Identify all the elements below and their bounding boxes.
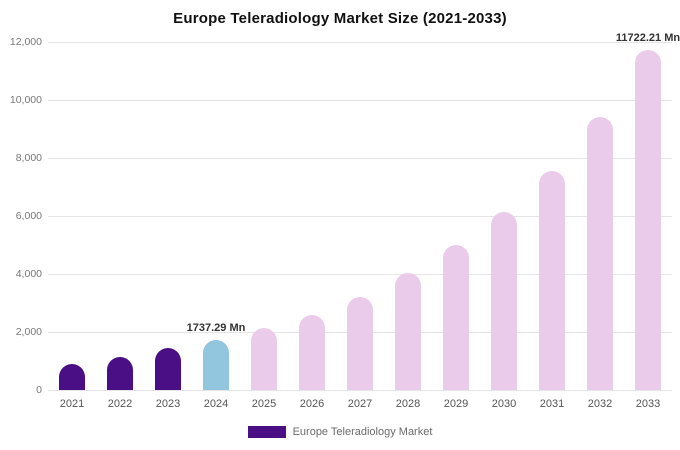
bar-2033	[635, 50, 661, 390]
gridline	[48, 100, 672, 101]
x-axis-label-2025: 2025	[251, 398, 277, 410]
x-axis-label-2026: 2026	[299, 398, 325, 410]
gridline	[48, 158, 672, 159]
x-axis-label-2030: 2030	[491, 398, 517, 410]
x-axis-label-2022: 2022	[107, 398, 133, 410]
gridline	[48, 390, 672, 391]
plot-area: 0 2,000 4,000 6,000 8,000 10,000 12,000 2021 202…	[10, 32, 680, 410]
y-axis-tick-label: 6,000	[15, 210, 42, 222]
bar-2025	[251, 327, 277, 390]
bar-2030	[491, 211, 517, 390]
y-axis-tick-label: 0	[36, 384, 42, 396]
y-axis-tick-label: 2,000	[15, 326, 42, 338]
x-axis-label-2029: 2029	[443, 398, 469, 410]
bar-2024	[203, 339, 229, 390]
legend-swatch	[247, 426, 286, 438]
x-axis-label-2027: 2027	[347, 398, 373, 410]
bar-2026	[299, 314, 325, 390]
gridline	[48, 42, 672, 43]
bar-2022	[107, 356, 133, 390]
legend-label: Europe Teleradiology Market	[292, 426, 433, 438]
x-axis-label-2033: 2033	[635, 398, 661, 410]
legend: Europe Teleradiology Market	[0, 426, 680, 438]
y-axis-tick-label: 12,000	[9, 36, 42, 48]
y-axis-tick-label: 8,000	[15, 152, 42, 164]
y-axis-tick-label: 10,000	[9, 94, 42, 106]
bar-2029	[443, 245, 469, 390]
bar-2032	[587, 117, 613, 390]
gridline	[48, 274, 672, 275]
x-axis-label-2028: 2028	[395, 398, 421, 410]
x-axis-label-2024: 2024	[203, 398, 229, 410]
bar-2023	[155, 347, 181, 390]
bar-2028	[395, 272, 421, 390]
bar-2027	[347, 297, 373, 390]
bar-2031	[539, 171, 565, 390]
x-axis-label-2031: 2031	[539, 398, 565, 410]
x-axis-label-2021: 2021	[59, 398, 85, 410]
y-axis-tick-label: 4,000	[15, 268, 42, 280]
x-axis-label-2023: 2023	[155, 398, 181, 410]
bar-value-label: 1737.29 Mn	[186, 321, 246, 334]
chart-title: Europe Teleradiology Market Size (2021-2…	[173, 10, 507, 27]
gridline	[48, 216, 672, 217]
x-axis-label-2032: 2032	[587, 398, 613, 410]
bar-value-label: 11722.21 Mn	[615, 32, 680, 45]
bar-2021	[59, 364, 85, 390]
